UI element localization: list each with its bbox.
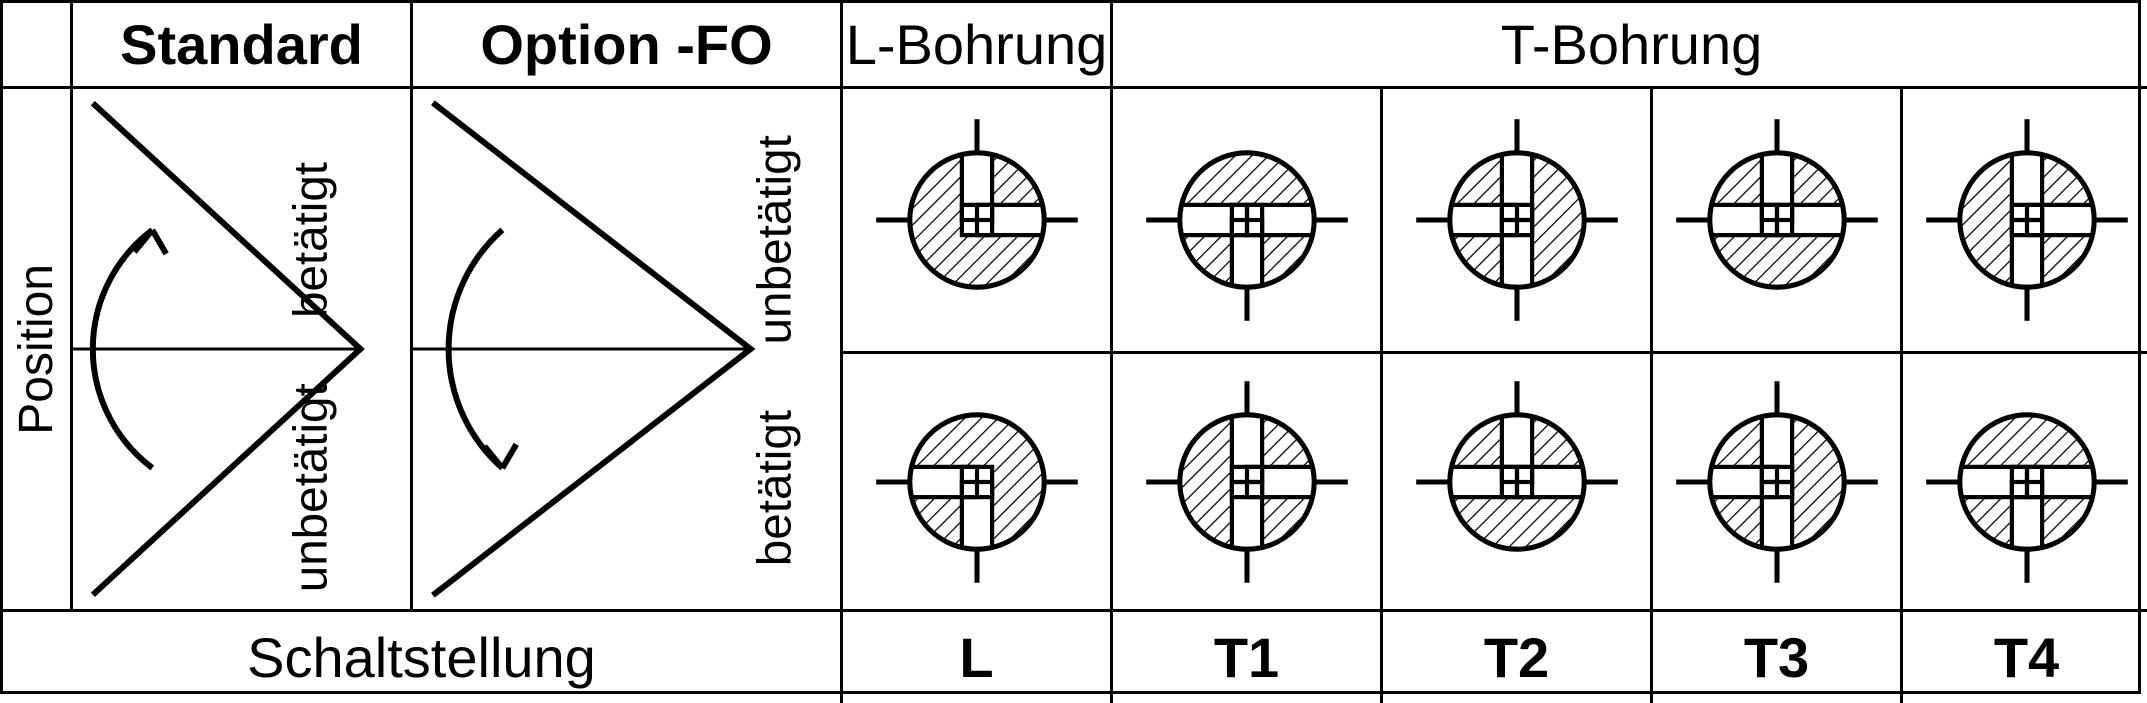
ft-T1: T1 xyxy=(1113,612,1383,703)
position-label: Position xyxy=(9,264,64,435)
hdr-position-blank xyxy=(3,3,73,89)
valve-r1-T2 xyxy=(1383,89,1653,354)
valve-r2-T2 xyxy=(1383,354,1653,612)
valve-r2-T4 xyxy=(1903,354,2147,612)
position-label-cell: Position xyxy=(3,89,73,612)
valve-position-table: Standard Option -FO L-Bohrung T-Bohrung … xyxy=(0,0,2141,694)
option-indicator: unbetätigt betätigt xyxy=(413,89,843,612)
std-bot-label: unbetätigt xyxy=(285,383,338,592)
valve-r2-T1 xyxy=(1113,354,1383,612)
valve-r1-T1 xyxy=(1113,89,1383,354)
valve-r1-T3 xyxy=(1653,89,1903,354)
valve-r2-T3 xyxy=(1653,354,1903,612)
opt-bot-label: betätigt xyxy=(748,410,801,566)
valve-r1-T4 xyxy=(1903,89,2147,354)
ft-T4: T4 xyxy=(1903,612,2147,703)
ft-T3: T3 xyxy=(1653,612,1903,703)
hdr-l-bohrung: L-Bohrung xyxy=(843,3,1113,89)
std-top-label: betätigt xyxy=(285,162,338,318)
valve-r1-L xyxy=(843,89,1113,354)
valve-r2-L xyxy=(843,354,1113,612)
opt-top-label: unbetätigt xyxy=(748,135,801,344)
hdr-standard: Standard xyxy=(73,3,413,89)
standard-indicator: betätigt unbetätigt xyxy=(73,89,413,612)
schaltstellung-label: Schaltstellung xyxy=(3,612,843,703)
ft-T2: T2 xyxy=(1383,612,1653,703)
ft-L: L xyxy=(843,612,1113,703)
hdr-option-fo: Option -FO xyxy=(413,3,843,89)
hdr-t-bohrung: T-Bohrung xyxy=(1113,3,2147,89)
